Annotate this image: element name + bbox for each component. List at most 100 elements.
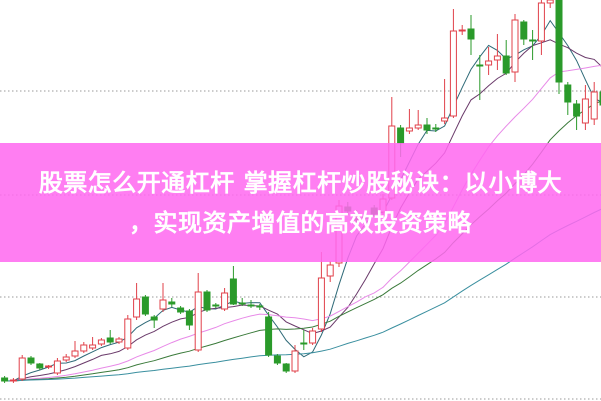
- candle: [27, 356, 35, 365]
- candle: [423, 118, 431, 134]
- candle-body: [449, 30, 457, 117]
- candle-body: [485, 60, 493, 66]
- candle-body: [203, 291, 211, 311]
- candle-body: [159, 299, 167, 310]
- candle: [458, 25, 466, 35]
- candle: [265, 312, 273, 357]
- candle-body: [62, 356, 70, 361]
- candle-body: [423, 124, 431, 131]
- candle-body: [221, 292, 229, 310]
- candle: [405, 109, 413, 134]
- candle-body: [36, 363, 44, 369]
- candle: [511, 14, 519, 82]
- candle: [177, 306, 185, 314]
- candle-body: [247, 304, 255, 307]
- candle-body: [397, 127, 405, 144]
- candle-body: [256, 305, 264, 308]
- candle: [9, 378, 17, 383]
- candle-body: [405, 127, 413, 132]
- candle: [168, 298, 176, 307]
- candle-body: [432, 127, 440, 130]
- moving-average-line: [4, 64, 601, 382]
- candle: [256, 304, 264, 310]
- candle-body: [124, 318, 132, 349]
- candle-body: [581, 98, 589, 124]
- candle: [441, 79, 449, 124]
- candle-body: [590, 91, 598, 120]
- candle-body: [546, 0, 554, 4]
- candle-body: [89, 344, 97, 349]
- candle: [476, 55, 484, 100]
- candle-body: [150, 316, 158, 321]
- candle-body: [80, 344, 88, 352]
- candle-body: [185, 310, 193, 326]
- candle: [203, 290, 211, 312]
- candle: [141, 295, 149, 316]
- candle-body: [476, 64, 484, 67]
- candle-body: [177, 307, 185, 313]
- candle: [247, 300, 255, 308]
- candle-body: [273, 355, 281, 364]
- candle: [53, 358, 61, 375]
- candle: [62, 354, 70, 362]
- candle: [317, 252, 325, 332]
- candle: [520, 20, 528, 45]
- candle: [133, 283, 141, 320]
- candle-body: [141, 296, 149, 315]
- candle: [185, 309, 193, 330]
- headline-line-1: 股票怎么开通杠杆 掌握杠杆炒股秘诀：以小博大: [38, 168, 563, 197]
- moving-average-line: [4, 208, 601, 382]
- candle-body: [53, 360, 61, 374]
- candle-body: [18, 357, 26, 380]
- candle: [89, 337, 97, 350]
- candle-body: [414, 124, 422, 129]
- candle-body: [317, 277, 325, 330]
- candle-body: [493, 55, 501, 61]
- candle: [326, 261, 334, 282]
- candle: [124, 315, 132, 350]
- candle: [238, 298, 246, 306]
- candle: [467, 15, 475, 55]
- candle: [449, 9, 457, 118]
- candle-body: [511, 19, 519, 73]
- candle: [493, 34, 501, 70]
- candle-body: [45, 365, 53, 368]
- candle-body: [520, 21, 528, 40]
- candle: [97, 338, 105, 346]
- candle: [432, 124, 440, 132]
- candle: [485, 47, 493, 75]
- candle: [36, 363, 44, 370]
- candle-body: [229, 278, 237, 305]
- candle-body: [458, 29, 466, 32]
- candle-body: [265, 316, 273, 356]
- candle-body: [168, 301, 176, 305]
- candle: [282, 363, 290, 373]
- candle: [300, 330, 308, 350]
- candle: [71, 341, 79, 358]
- candle-body: [291, 350, 299, 372]
- candle: [590, 82, 598, 125]
- candle-body: [97, 339, 105, 345]
- candle-body: [238, 302, 246, 305]
- candle-body: [537, 2, 545, 42]
- candle: [414, 110, 422, 130]
- moving-average-lines: [4, 19, 601, 382]
- candle: [45, 365, 53, 369]
- candle-body: [573, 103, 581, 117]
- candle: [80, 342, 88, 353]
- candle: [291, 345, 299, 373]
- candle: [194, 273, 202, 352]
- candle: [115, 337, 123, 344]
- candle: [309, 328, 317, 345]
- candle-body: [529, 39, 537, 42]
- candle-body: [282, 363, 290, 372]
- candle-body: [115, 338, 123, 343]
- candle-body: [106, 337, 114, 343]
- candle-body: [27, 357, 35, 364]
- candle: [555, 0, 563, 94]
- candle-body: [133, 298, 141, 318]
- moving-average-line: [4, 39, 601, 382]
- candle-body: [194, 291, 202, 351]
- candle-body: [564, 84, 572, 103]
